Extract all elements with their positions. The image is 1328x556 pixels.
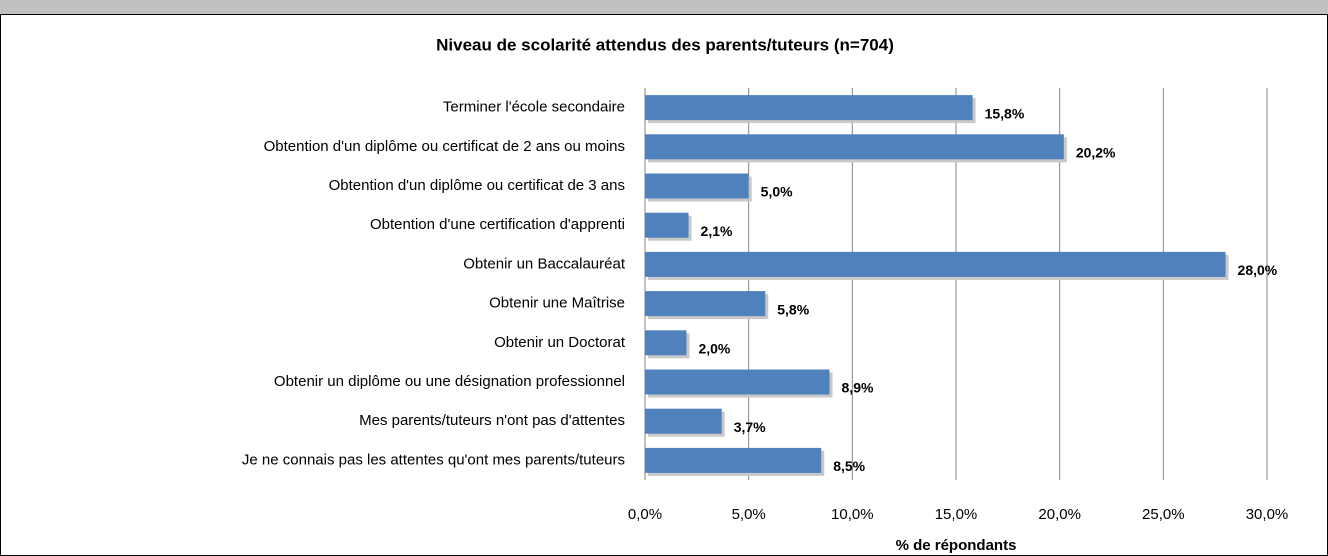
y-tick-label: Obtenir une Maîtrise — [489, 295, 625, 312]
bar — [645, 134, 1064, 160]
data-label: 5,8% — [777, 301, 809, 317]
data-label: 8,5% — [833, 458, 865, 474]
bar — [645, 212, 689, 238]
x-tick-label: 20,0% — [1038, 506, 1081, 523]
bar — [645, 173, 749, 199]
bar — [645, 408, 722, 434]
data-label: 28,0% — [1238, 262, 1278, 278]
data-label: 15,8% — [985, 105, 1025, 121]
x-tick-label: 10,0% — [831, 506, 874, 523]
bar — [645, 291, 766, 317]
y-tick-label: Obtenir un Doctorat — [494, 334, 626, 351]
x-axis-title: % de répondants — [896, 537, 1017, 554]
chart-title: Niveau de scolarité attendus des parents… — [436, 35, 894, 54]
data-label: 2,0% — [698, 341, 730, 357]
bar — [645, 251, 1226, 277]
y-tick-label: Obtention d'un diplôme ou certificat de … — [264, 138, 625, 155]
x-tick-label: 15,0% — [935, 506, 978, 523]
bar — [645, 95, 973, 121]
bar — [645, 330, 687, 356]
y-tick-label: Obtenir un Baccalauréat — [463, 255, 626, 272]
y-tick-label: Mes parents/tuteurs n'ont pas d'attentes — [359, 412, 625, 429]
y-tick-label: Obtenir un diplôme ou une désignation pr… — [274, 373, 625, 390]
x-tick-label: 25,0% — [1142, 506, 1185, 523]
data-label: 8,9% — [842, 380, 874, 396]
x-tick-label: 30,0% — [1246, 506, 1289, 523]
x-tick-label: 5,0% — [732, 506, 766, 523]
data-label: 2,1% — [701, 223, 733, 239]
data-label: 5,0% — [761, 184, 793, 200]
data-label: 20,2% — [1076, 145, 1116, 161]
top-band — [0, 0, 1328, 14]
y-tick-label: Je ne connais pas les attentes qu'ont me… — [242, 451, 625, 468]
data-label: 3,7% — [734, 419, 766, 435]
y-tick-label: Terminer l'école secondaire — [443, 99, 625, 116]
y-tick-label: Obtention d'un diplôme ou certificat de … — [329, 177, 625, 194]
x-tick-label: 0,0% — [628, 506, 662, 523]
bar — [645, 447, 822, 473]
bar — [645, 369, 830, 395]
y-tick-label: Obtention d'une certification d'apprenti — [370, 216, 625, 233]
